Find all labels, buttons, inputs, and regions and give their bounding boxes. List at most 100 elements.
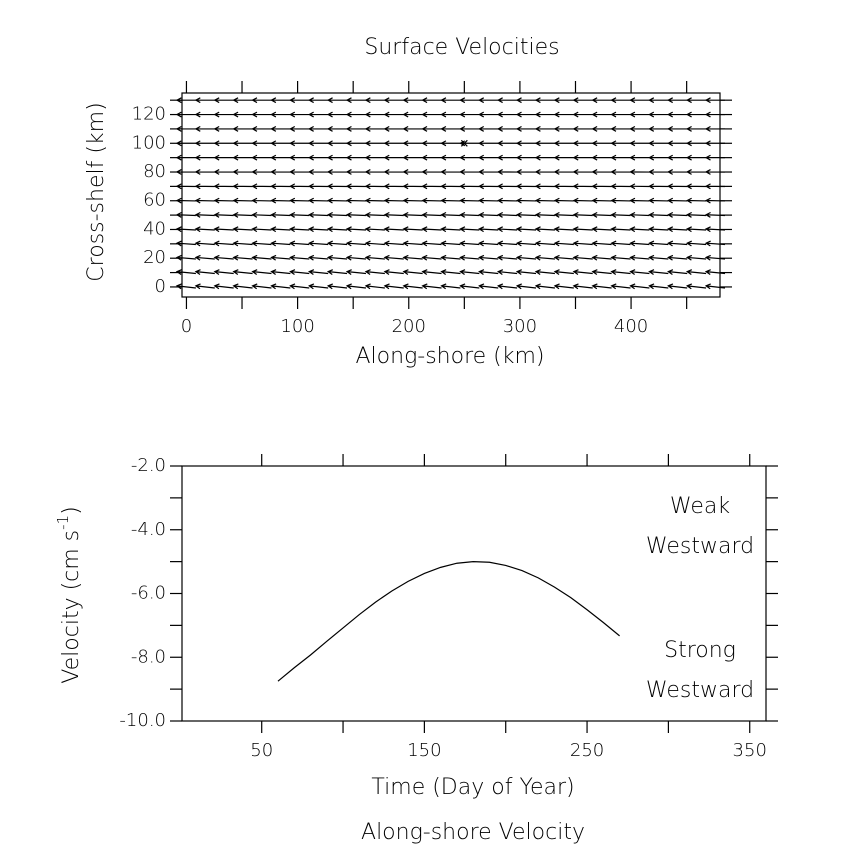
velocity-arrow: [648, 240, 669, 247]
velocity-arrow: [704, 169, 726, 175]
velocity-arrow: [459, 183, 480, 190]
velocity-arrow: [213, 283, 234, 290]
velocity-line: [277, 561, 620, 682]
velocity-arrow: [591, 169, 612, 175]
velocity-arrow: [232, 254, 253, 261]
velocity-arrow: [308, 154, 329, 161]
velocity-arrow: [610, 169, 631, 175]
velocity-arrow: [496, 183, 518, 190]
velocity-arrow: [194, 254, 215, 261]
y-tick-label: -4.0: [131, 519, 166, 540]
x-axis-label: Along-shore (km): [356, 344, 545, 369]
velocity-arrow: [213, 240, 234, 247]
velocity-arrow: [421, 283, 442, 290]
y-tick-label: 60: [143, 190, 166, 211]
velocity-arrow: [515, 269, 537, 275]
velocity-arrow: [496, 283, 518, 290]
velocity-arrow: [496, 226, 518, 233]
velocity-arrow: [308, 169, 329, 175]
velocity-arrow: [364, 240, 385, 247]
velocity-arrow: [440, 254, 461, 261]
velocity-arrow: [648, 269, 669, 275]
velocity-arrow: [572, 226, 593, 233]
velocity-arrow: [383, 283, 404, 290]
velocity-arrow: [515, 240, 537, 247]
velocity-arrow: [496, 197, 518, 204]
velocity-arrow: [572, 254, 593, 261]
velocity-arrow: [572, 97, 593, 104]
velocity-arrow: [175, 254, 196, 261]
velocity-arrow: [685, 226, 707, 233]
velocity-arrow: [667, 111, 688, 118]
velocity-arrow: [251, 140, 272, 147]
velocity-arrow: [667, 269, 688, 275]
velocity-arrow: [270, 197, 291, 204]
velocity-arrow: [402, 140, 423, 147]
velocity-arrow: [326, 254, 348, 261]
velocity-arrow: [459, 269, 480, 275]
velocity-arrow: [610, 254, 631, 261]
velocity-arrow: [364, 254, 385, 261]
velocity-arrow: [383, 226, 404, 233]
velocity-arrow: [648, 140, 669, 147]
velocity-arrow: [308, 283, 329, 290]
velocity-arrow: [553, 211, 574, 218]
velocity-arrow: [534, 140, 555, 147]
velocity-arrow: [194, 97, 215, 104]
velocity-arrow: [572, 111, 593, 118]
velocity-arrow: [572, 169, 593, 175]
y-label-end: ): [59, 506, 84, 515]
velocity-arrow: [534, 97, 555, 104]
annotation: Weak: [670, 494, 730, 519]
velocity-arrow: [175, 197, 196, 204]
velocity-arrow: [364, 140, 385, 147]
x-tick-label: 0: [181, 316, 192, 337]
velocity-arrow: [383, 183, 404, 190]
velocity-arrow: [667, 154, 688, 161]
velocity-arrow: [478, 240, 499, 247]
velocity-arrow: [685, 183, 707, 190]
velocity-arrow: [591, 183, 612, 190]
velocity-arrow: [251, 269, 272, 275]
velocity-arrow: [459, 240, 480, 247]
velocity-arrow: [648, 125, 669, 132]
velocity-arrow: [591, 111, 612, 118]
velocity-arrow: [440, 140, 461, 147]
velocity-arrow: [440, 169, 461, 175]
velocity-arrow: [270, 154, 291, 161]
velocity-arrow: [704, 140, 726, 147]
y-tick-label: -10.0: [119, 710, 166, 731]
velocity-arrow: [648, 183, 669, 190]
velocity-arrow: [421, 269, 442, 275]
annotation: Westward: [646, 678, 754, 703]
velocity-arrow: [515, 283, 537, 290]
velocity-arrow: [270, 269, 291, 275]
velocity-arrow: [421, 140, 442, 147]
velocity-arrow: [478, 269, 499, 275]
velocity-arrow: [629, 183, 650, 190]
velocity-arrow: [515, 254, 537, 261]
velocity-arrow: [213, 97, 234, 104]
velocity-arrow: [232, 211, 253, 218]
velocity-arrow: [289, 254, 310, 261]
velocity-arrow: [364, 211, 385, 218]
velocity-arrow: [194, 154, 215, 161]
velocity-arrow: [629, 226, 650, 233]
velocity-arrow: [534, 226, 555, 233]
velocity-arrow: [213, 140, 234, 147]
velocity-arrow: [232, 269, 253, 275]
velocity-arrow: [213, 183, 234, 190]
velocity-arrow: [213, 197, 234, 204]
velocity-arrow: [289, 154, 310, 161]
velocity-arrow: [270, 111, 291, 118]
velocity-arrow: [459, 97, 480, 104]
velocity-arrow: [232, 154, 253, 161]
y-tick-label: 20: [143, 247, 166, 268]
velocity-arrow: [553, 283, 574, 290]
velocity-arrow: [667, 254, 688, 261]
velocity-arrow: [270, 240, 291, 247]
velocity-arrow: [459, 125, 480, 132]
velocity-arrow: [326, 226, 348, 233]
velocity-arrow: [383, 211, 404, 218]
velocity-arrow: [402, 211, 423, 218]
